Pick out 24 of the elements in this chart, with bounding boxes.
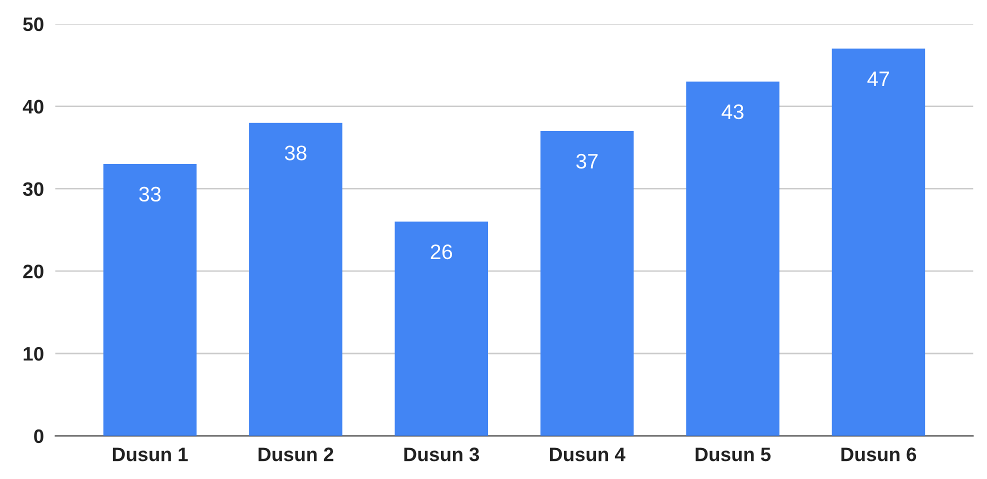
x-tick-label: Dusun 4 — [550, 448, 626, 462]
x-tick-label: Dusun 3 — [404, 448, 480, 462]
bar — [103, 164, 197, 436]
bar — [686, 82, 780, 436]
y-tick-label: 50 — [23, 17, 44, 32]
y-tick-label: 0 — [34, 429, 44, 444]
data-label: 26 — [430, 244, 452, 260]
y-tick-label: 40 — [22, 100, 44, 114]
x-tick-label: Dusun 1 — [112, 448, 188, 462]
data-label: 38 — [284, 146, 306, 160]
y-tick-label: 20 — [23, 264, 44, 278]
bar — [249, 122, 342, 436]
data-label: 33 — [139, 186, 161, 202]
data-label: 43 — [722, 104, 744, 120]
data-label: 47 — [867, 72, 890, 86]
y-tick-label: 10 — [24, 346, 44, 361]
bar — [540, 131, 634, 436]
y-tick-label: 30 — [22, 182, 44, 196]
bar — [832, 48, 926, 436]
x-tick-label: Dusun 6 — [841, 448, 916, 462]
x-tick-label: Dusun 2 — [258, 448, 334, 462]
bar — [394, 222, 488, 436]
x-tick-label: Dusun 5 — [696, 448, 771, 462]
data-label: 37 — [576, 154, 598, 169]
